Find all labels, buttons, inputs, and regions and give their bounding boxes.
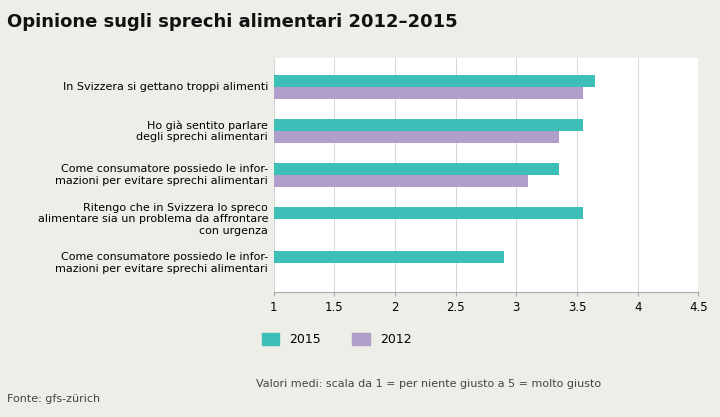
Text: Opinione sugli sprechi alimentari 2012–2015: Opinione sugli sprechi alimentari 2012–2… — [7, 13, 458, 30]
Bar — [274, 207, 583, 219]
Bar — [274, 175, 528, 188]
Text: Fonte: gfs-zürich: Fonte: gfs-zürich — [7, 394, 100, 404]
Text: Valori medi: scala da 1 = per niente giusto a 5 = molto giusto: Valori medi: scala da 1 = per niente giu… — [256, 379, 600, 389]
Bar — [274, 75, 595, 87]
Legend: 2015, 2012: 2015, 2012 — [262, 333, 411, 346]
Bar — [274, 251, 504, 263]
Bar — [274, 131, 559, 143]
Bar — [274, 119, 583, 131]
Bar — [274, 163, 559, 175]
Bar — [274, 87, 583, 99]
